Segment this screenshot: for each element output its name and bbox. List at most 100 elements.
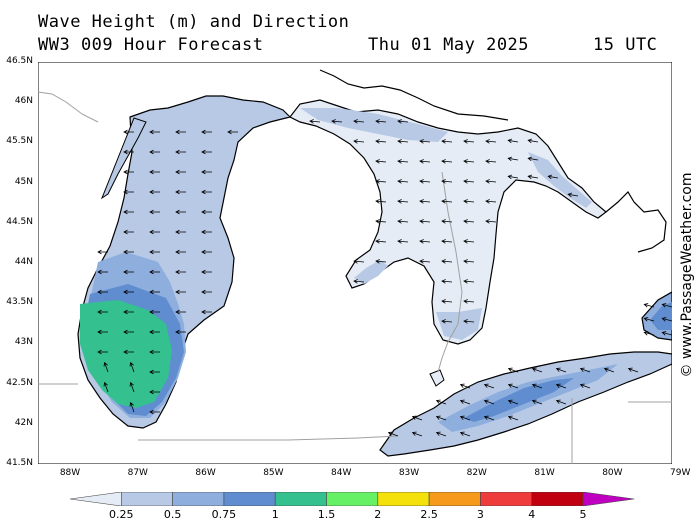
latitude-label: 45.5N xyxy=(6,136,33,147)
wave-arrow xyxy=(459,431,471,437)
wave-arrow xyxy=(149,229,160,235)
colorbar xyxy=(70,492,635,506)
wave-arrow xyxy=(201,269,212,275)
wave-arrow xyxy=(661,303,672,308)
wave-arrow xyxy=(375,239,387,244)
wave-arrow xyxy=(459,383,471,389)
wave-arrow xyxy=(527,156,539,162)
wave-arrow xyxy=(397,219,409,224)
saginaw-bay xyxy=(354,260,388,284)
wave-arrow xyxy=(419,139,431,144)
wave-arrow xyxy=(441,319,453,324)
wave-arrow xyxy=(97,249,108,255)
wave-arrow xyxy=(129,381,135,393)
wave-arrow xyxy=(419,159,431,164)
border-mi-oh xyxy=(138,435,399,441)
wave-arrow xyxy=(397,239,409,244)
wave-arrow xyxy=(661,331,672,336)
wave-arrow xyxy=(419,239,431,244)
wave-arrow xyxy=(201,209,212,215)
wave-arrow xyxy=(463,279,475,284)
wave-arrow xyxy=(149,129,160,135)
wave-arrow xyxy=(531,399,543,405)
wave-arrow xyxy=(149,169,160,175)
colorbar-label: 0.5 xyxy=(163,508,182,521)
georgian-bay-band xyxy=(528,152,592,208)
wave-arrow xyxy=(507,156,519,162)
wave-arrow xyxy=(441,239,453,244)
wave-arrow xyxy=(441,199,453,204)
colorbar-segment xyxy=(120,492,173,506)
wave-arrow xyxy=(643,331,655,336)
wave-arrow xyxy=(435,431,447,437)
wave-arrow xyxy=(123,189,134,195)
wave-arrow xyxy=(387,431,399,437)
wave-arrow xyxy=(397,119,409,124)
wave-arrow xyxy=(547,174,559,180)
green-bay xyxy=(100,117,147,200)
wave-arrow xyxy=(149,149,160,155)
wave-arrow xyxy=(149,369,160,375)
latitude-label: 45N xyxy=(14,176,33,187)
wave-arrow xyxy=(441,299,453,304)
coast-north-shore xyxy=(319,69,509,121)
wave-arrow xyxy=(175,189,186,195)
longitude-label: 86W xyxy=(195,468,216,478)
wave-arrow xyxy=(201,289,212,295)
wave-arrow xyxy=(463,299,475,304)
wave-arrow xyxy=(463,179,475,184)
wave-arrow xyxy=(463,219,475,224)
wave-arrow xyxy=(123,289,134,295)
colorbar-label: 0.75 xyxy=(211,508,237,521)
wave-arrow xyxy=(397,199,409,204)
colorbar-segment xyxy=(274,492,327,506)
wave-arrow xyxy=(441,159,453,164)
coast-ontario-edge xyxy=(605,191,667,253)
wave-arrow xyxy=(441,139,453,144)
wave-arrow xyxy=(175,329,186,335)
wave-arrow xyxy=(463,259,475,264)
wave-arrow xyxy=(527,138,539,144)
wave-arrow xyxy=(375,119,387,124)
wave-arrow xyxy=(527,174,539,180)
wave-arrow xyxy=(441,219,453,224)
wave-arrow xyxy=(397,159,409,164)
huron-south-band xyxy=(436,308,482,340)
wave-arrow xyxy=(353,259,365,264)
wave-arrow xyxy=(123,149,134,155)
wave-arrow xyxy=(531,383,543,389)
wave-arrow xyxy=(579,383,591,389)
wave-arrow xyxy=(201,309,212,315)
colorbar-label: 2.5 xyxy=(420,508,438,521)
wave-arrow xyxy=(149,349,160,355)
wave-arrow xyxy=(485,159,497,164)
wave-arrow xyxy=(149,309,160,315)
wave-arrow xyxy=(555,399,567,405)
wave-arrow xyxy=(375,139,387,144)
wave-arrow xyxy=(123,169,134,175)
wave-arrow xyxy=(227,129,238,135)
wave-arrow xyxy=(485,199,497,204)
border-us-canada xyxy=(437,171,463,373)
colorbar-label: 4 xyxy=(528,508,536,521)
wave-arrow xyxy=(419,259,431,264)
wave-arrow xyxy=(201,189,212,195)
wave-arrow xyxy=(149,189,160,195)
wave-arrow xyxy=(175,269,186,275)
wave-arrow xyxy=(507,138,519,144)
longitude-label: 84W xyxy=(331,468,352,478)
wave-arrow xyxy=(353,119,365,124)
colorbar-label: 3 xyxy=(476,508,484,521)
wave-arrow xyxy=(661,317,672,322)
wave-arrow xyxy=(375,259,387,264)
longitude-label: 88W xyxy=(59,468,81,478)
wave-arrow xyxy=(309,119,321,124)
wave-arrow xyxy=(201,169,212,175)
wave-arrow xyxy=(97,289,108,295)
colorbar-segment xyxy=(377,492,430,506)
wave-arrow xyxy=(97,309,108,315)
wave-arrow xyxy=(331,119,343,124)
longitude-label: 81W xyxy=(534,468,555,478)
wave-arrow xyxy=(123,229,134,235)
wave-arrow xyxy=(483,383,495,389)
